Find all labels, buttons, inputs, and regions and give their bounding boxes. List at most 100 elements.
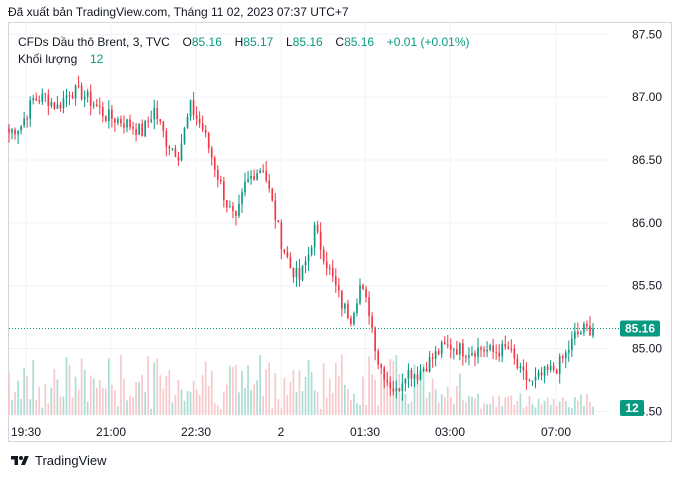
volume-bar [186,390,189,415]
volume-bar [422,364,425,415]
candle-body [540,372,543,376]
volume-bar [114,390,116,415]
candle-body [232,206,234,212]
volume-bar [465,402,467,415]
candle-body [47,94,50,107]
volume-bar [120,355,122,415]
candle-body [362,285,364,290]
candle-body [386,380,389,383]
candle-body [316,224,319,232]
last-price-badge [620,320,660,337]
volume-bar [283,377,286,415]
candle-body [74,85,77,99]
candle-body [528,380,531,382]
volume-bar [419,368,422,415]
candle-body [41,93,44,102]
candle-body [150,119,153,122]
candle-body [38,100,41,102]
volume-bar [189,391,192,415]
candle-body [147,120,150,122]
footer-brand[interactable]: TradingView [10,453,107,468]
volume-bar [32,359,35,415]
candle-body [62,98,65,109]
candle-body [449,344,452,350]
volume-bar [383,369,386,415]
candle-body [507,346,510,349]
volume-bar [307,359,310,415]
volume-bar [549,404,552,415]
volume-bar [71,397,74,415]
volume-bar [165,376,168,415]
volume-bar [413,364,416,415]
candle-body [380,364,383,368]
candle-body [546,366,549,371]
volume-bar [126,400,128,415]
volume-bar [132,397,134,415]
volume-bar [516,400,519,415]
candle-body [377,351,379,365]
candle-body [138,124,140,135]
candle-body [592,328,594,336]
candle-body [14,129,16,135]
volume-bar [77,389,80,415]
candle-body [177,156,180,161]
candle-body [486,349,488,352]
candle-body [589,325,591,336]
y-tick-label: 85.00 [632,342,662,356]
volume-bar [68,364,71,415]
volume-bar [353,393,355,415]
candle-body [495,351,498,353]
candle-body [331,267,334,277]
candle-body [389,382,392,389]
y-tick-label: 86.00 [632,216,662,230]
volume-bar [153,362,156,415]
candle-body [219,179,222,182]
candle-body [356,303,358,313]
candle-body [23,118,25,126]
candle-body [120,119,122,124]
candle-body [434,351,437,359]
candle-body [280,222,283,250]
low-key: L [285,35,293,49]
volume-bar [56,379,59,415]
candle-body [353,312,355,325]
candle-body [108,109,110,121]
volume-bar [298,370,301,415]
volume-bar [501,405,504,415]
volume-bar [350,399,352,415]
candle-body [80,85,83,100]
high-key: H [234,35,244,49]
volume-bar [235,365,237,415]
volume-bar [474,398,476,415]
candle-body [241,192,243,204]
candle-body [165,130,168,147]
candle-body [238,203,240,216]
volume-bar [17,380,19,415]
volume-bar [586,394,588,415]
candle-body [192,100,195,116]
candle-body [156,108,159,120]
y-tick-label: 87.00 [632,90,662,104]
close-key: C [335,35,345,49]
candle-body [425,368,428,372]
candle-body [141,124,143,137]
candle-body [328,267,331,269]
volume-bar [150,408,153,415]
volume-bar [147,356,150,415]
volume-bar [531,404,534,415]
volume-bar [135,381,137,415]
candle-body [413,374,416,379]
volume-bar [410,401,413,415]
close-value: 85.16 [344,35,375,49]
volume-bar [341,354,343,415]
candle-series [8,75,594,401]
volume-bar [519,393,522,415]
candle-body [522,366,525,371]
volume-bar [313,390,316,415]
candle-body [483,349,485,352]
volume-bar [226,384,228,415]
candle-body [407,369,410,379]
high-value: 85.17 [243,35,274,49]
volume-bar [431,378,434,415]
